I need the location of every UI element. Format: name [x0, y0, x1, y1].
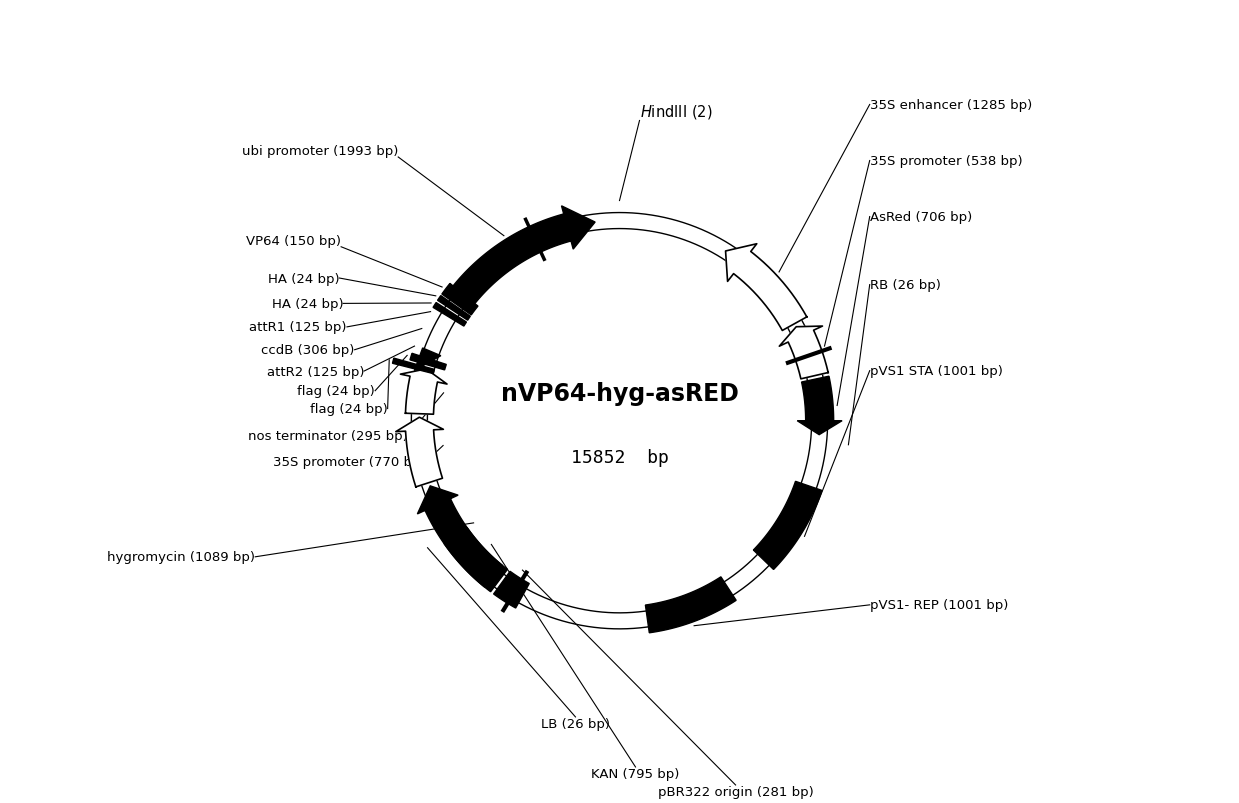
Text: flag (24 bp): flag (24 bp)	[297, 385, 375, 397]
Text: HA (24 bp): HA (24 bp)	[268, 272, 339, 285]
Text: nVP64-hyg-asRED: nVP64-hyg-asRED	[501, 381, 738, 406]
Text: pVS1- REP (1001 bp): pVS1- REP (1001 bp)	[870, 598, 1009, 612]
Text: pVS1 STA (1001 bp): pVS1 STA (1001 bp)	[870, 365, 1002, 377]
Text: AsRed (706 bp): AsRed (706 bp)	[870, 211, 971, 224]
Text: HA (24 bp): HA (24 bp)	[271, 298, 343, 311]
Text: nos terminator (295 bp): nos terminator (295 bp)	[248, 430, 408, 442]
Polygon shape	[779, 327, 828, 379]
Text: attR1 (125 bp): attR1 (125 bp)	[249, 321, 347, 334]
Text: 35S promoter (770 bp): 35S promoter (770 bp)	[273, 456, 426, 469]
Text: attR2 (125 bp): attR2 (125 bp)	[266, 365, 364, 378]
Polygon shape	[753, 482, 821, 570]
Polygon shape	[393, 359, 435, 374]
Text: 35S promoter (538 bp): 35S promoter (538 bp)	[870, 155, 1022, 168]
Polygon shape	[444, 528, 508, 592]
Polygon shape	[493, 572, 529, 608]
Polygon shape	[442, 284, 478, 316]
Polygon shape	[646, 577, 736, 633]
Text: RB (26 bp): RB (26 bp)	[870, 279, 940, 291]
Text: ccdB (306 bp): ccdB (306 bp)	[261, 344, 354, 357]
Polygon shape	[726, 244, 807, 331]
Polygon shape	[410, 354, 446, 370]
Polygon shape	[414, 349, 441, 371]
Polygon shape	[451, 206, 595, 307]
Text: VP64 (150 bp): VP64 (150 bp)	[247, 234, 341, 247]
Polygon shape	[400, 369, 447, 414]
Polygon shape	[437, 296, 471, 320]
Text: LB (26 bp): LB (26 bp)	[541, 717, 610, 730]
Polygon shape	[797, 377, 843, 435]
Text: 35S enhancer (1285 bp): 35S enhancer (1285 bp)	[870, 99, 1032, 112]
Text: 15852  bp: 15852 bp	[571, 448, 668, 467]
Text: KAN (795 bp): KAN (795 bp)	[591, 767, 680, 780]
Text: pBR322 origin (281 bp): pBR322 origin (281 bp)	[658, 785, 814, 798]
Polygon shape	[395, 418, 444, 487]
Polygon shape	[418, 487, 502, 588]
Text: $\it{H}$indIII (2): $\it{H}$indIII (2)	[639, 104, 712, 121]
Text: hygromycin (1089 bp): hygromycin (1089 bp)	[108, 551, 255, 564]
Text: ubi promoter (1993 bp): ubi promoter (1993 bp)	[242, 145, 398, 158]
Text: flag (24 bp): flag (24 bp)	[310, 402, 388, 415]
Polygon shape	[434, 304, 466, 327]
